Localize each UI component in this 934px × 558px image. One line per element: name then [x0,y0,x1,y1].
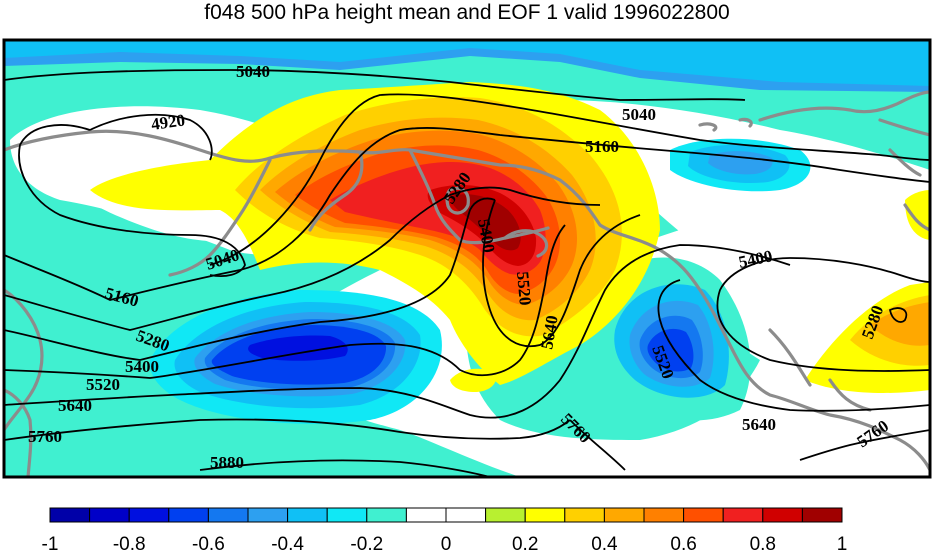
colorbar-swatch [603,507,645,523]
colorbar-tick-label: 0.2 [511,534,539,555]
field-neg-band-top-inner [4,40,930,86]
colorbar-swatch [247,507,289,523]
field-neg-sw-6 [248,335,348,361]
contour-label: 5760 [28,427,62,446]
field-neg-ne-3 [708,151,773,175]
colorbar-swatch [405,507,447,523]
colorbar-swatch [89,507,130,523]
colorbar-swatch [128,507,170,523]
colorbar-tick-label: -0.6 [192,534,225,555]
contour-label: 5520 [513,271,535,307]
colorbar-swatch [445,507,487,523]
colorbar-tick-label: -1 [41,534,59,555]
contour-label: 5880 [210,453,244,472]
shaded-field [4,40,930,477]
colorbar-swatch [287,507,328,523]
colorbar-swatch [366,507,407,523]
colorbar-tick-label: 0.4 [591,534,618,555]
height-contours [4,69,930,477]
contour-label: 5520 [86,375,120,394]
colorbar-swatch [564,507,605,523]
colorbar-swatch [801,507,843,523]
colorbar-tick-label: 0.6 [670,534,697,555]
colorbar-swatch [207,507,249,523]
colorbar-swatch [49,507,91,523]
colorbar-tick-label: -0.2 [350,534,384,555]
field-zero-area-east [560,100,930,330]
colorbar-swatch [643,507,685,523]
colorbar-swatch [762,507,803,523]
colorbar-swatch [485,507,526,523]
colorbar [49,507,843,523]
contour-label: 5640 [58,396,92,415]
contour-label: 4920 [150,110,186,134]
colorbar-swatch [326,507,368,523]
field-pos-e-3 [870,302,930,346]
plot-title: f048 500 hPa height mean and EOF 1 valid… [204,1,730,24]
colorbar-tick-label: 0 [440,534,452,555]
colorbar-tick-label: -0.4 [271,534,304,555]
colorbar-tick-label: -0.8 [112,534,146,555]
colorbar-swatch [524,507,566,523]
field-pos-8 [451,194,521,251]
contour-label: 5400 [125,357,159,376]
colorbar-swatch [722,507,764,523]
colorbar-tick-label: 1 [836,534,848,555]
colorbar-tick-label: 0.8 [749,534,776,555]
contour-label: 5160 [585,137,619,156]
contour-label: 5640 [742,415,776,434]
colorbar-swatch [683,507,724,523]
colorbar-swatch [168,507,209,523]
contour-label: 5040 [236,62,270,81]
map-frame [2,38,932,479]
contour-label: 5040 [622,105,656,124]
